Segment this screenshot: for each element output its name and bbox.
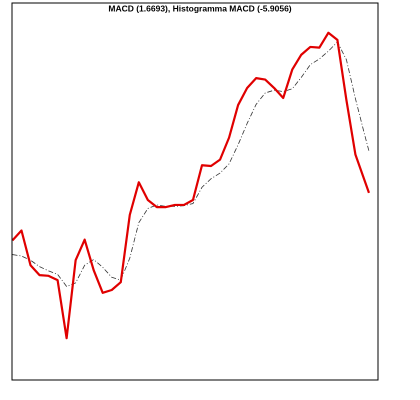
- macd-line: [12, 31, 371, 340]
- chart-title: MACD (1.6693), Histogramma MACD (-5.9056…: [108, 3, 291, 13]
- plot-frame: [11, 2, 379, 381]
- plot-area: [12, 31, 371, 340]
